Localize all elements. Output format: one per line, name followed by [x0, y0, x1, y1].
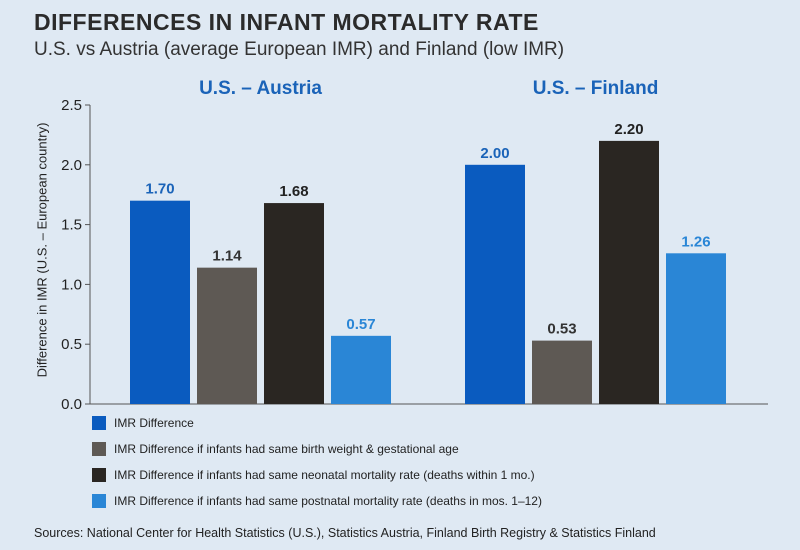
bar	[331, 335, 391, 404]
legend-item-birth-weight: IMR Difference if infants had same birth…	[92, 442, 459, 456]
bar	[130, 200, 190, 404]
legend-label: IMR Difference	[114, 416, 194, 430]
bar-value-label: 2.00	[480, 145, 509, 162]
legend-swatch	[92, 468, 106, 482]
bar-value-label: 1.14	[212, 248, 242, 265]
y-tick-label: 0.0	[61, 396, 82, 413]
legend-swatch	[92, 442, 106, 456]
group-label-us-finland: U.S. – Finland	[532, 78, 659, 99]
bar-value-label: 1.26	[681, 233, 710, 250]
bar	[197, 267, 257, 404]
bar	[666, 253, 726, 404]
bar-value-label: 1.70	[145, 181, 174, 198]
sources-note: Sources: National Center for Health Stat…	[34, 526, 656, 540]
y-tick-label: 1.5	[61, 217, 82, 234]
legend-label: IMR Difference if infants had same birth…	[114, 442, 459, 456]
bar	[264, 203, 324, 404]
bar-value-label: 2.20	[614, 121, 643, 138]
bar-value-label: 0.53	[547, 321, 576, 338]
chart-title: DIFFERENCES IN INFANT MORTALITY RATE	[34, 9, 539, 35]
legend-item-postnatal: IMR Difference if infants had same postn…	[92, 494, 542, 508]
bar-value-label: 1.68	[279, 183, 308, 200]
y-tick-label: 2.5	[61, 97, 82, 114]
legend-label: IMR Difference if infants had same neona…	[114, 468, 535, 482]
legend-swatch	[92, 494, 106, 508]
legend-item-neonatal: IMR Difference if infants had same neona…	[92, 468, 535, 482]
bar-value-label: 0.57	[346, 316, 375, 333]
legend-label: IMR Difference if infants had same postn…	[114, 494, 542, 508]
y-tick-label: 1.0	[61, 276, 82, 293]
y-tick-label: 2.0	[61, 157, 82, 174]
y-tick-label: 0.5	[61, 336, 82, 353]
bar	[532, 340, 592, 404]
bar	[599, 140, 659, 404]
legend-swatch	[92, 416, 106, 430]
group-label-us-austria: U.S. – Austria	[199, 78, 322, 99]
chart-subtitle: U.S. vs Austria (average European IMR) a…	[34, 39, 565, 60]
legend-item-imr-difference: IMR Difference	[92, 416, 194, 430]
bar	[465, 164, 525, 404]
